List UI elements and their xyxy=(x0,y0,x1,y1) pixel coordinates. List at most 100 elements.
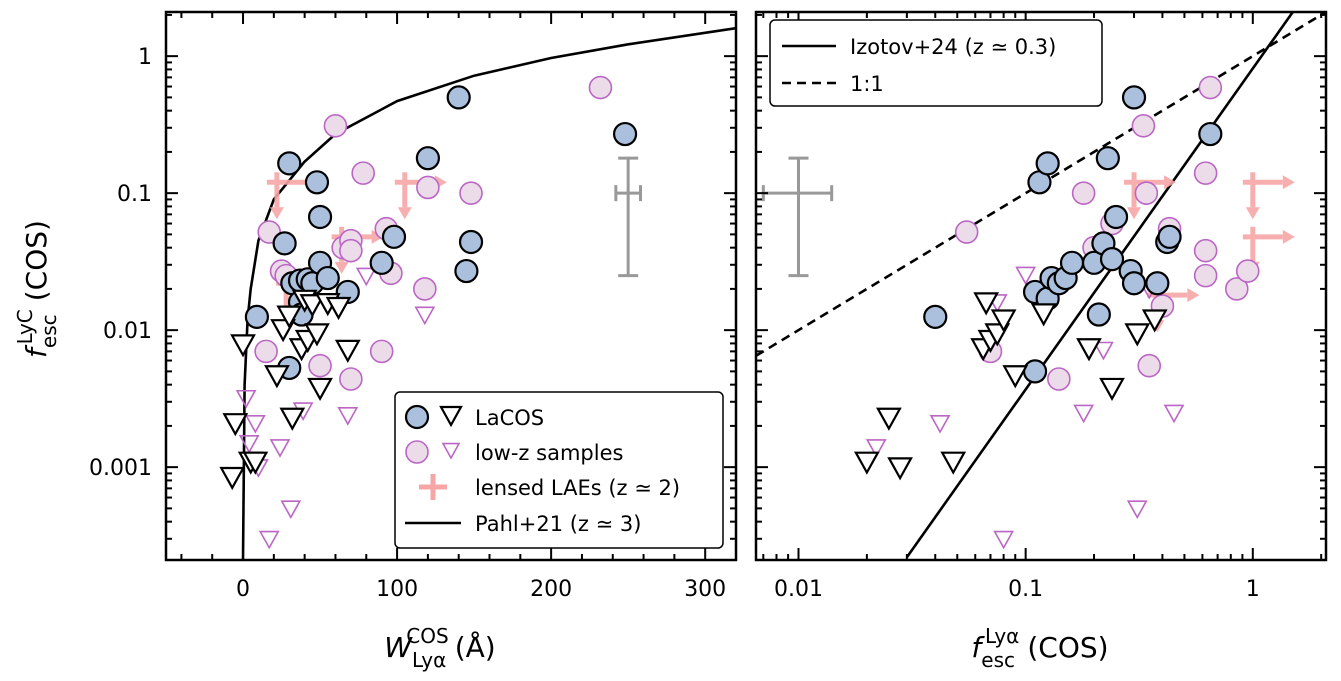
left-lowz-limit-5 xyxy=(269,439,291,458)
left-lensed-lae-2-arrow-down xyxy=(334,261,349,274)
right-lowz-limit-9 xyxy=(1163,404,1185,424)
left-lacos-limit-2 xyxy=(230,334,256,358)
svg-text:WLyαCOS(Å): WLyαCOS (Å) xyxy=(384,624,495,672)
right-lensed-lae-2-arrow-right xyxy=(1282,175,1295,190)
svg-text:fescLyα(COS): fescLyα (COS) xyxy=(971,624,1108,672)
right-curve-izotov24 xyxy=(905,12,1294,558)
x-axis-label-right-unit: (COS) xyxy=(1027,631,1108,664)
legend-lensed-cross xyxy=(419,474,447,500)
right-lacos-point-4 xyxy=(1035,151,1060,176)
right-lowz-limit-4 xyxy=(1015,266,1037,286)
y-axis-label-sup: LyC xyxy=(13,309,37,344)
right-legend-label-0: Izotov+24 (z ≃ 0.3) xyxy=(850,35,1056,59)
left-lensed-lae-2-arrow-right xyxy=(371,229,384,244)
left-lacos-point-12 xyxy=(307,204,333,230)
left-lowz-point-13 xyxy=(416,175,440,200)
left-lacos-point-2 xyxy=(277,151,302,176)
left-lowz-limit-2 xyxy=(244,414,266,434)
y-tick-label: 0.1 xyxy=(117,182,152,207)
right-lowz-point-11 xyxy=(1193,263,1218,288)
x-axis-label-left-unit: (Å) xyxy=(455,630,496,664)
right-lensed-lae-3-arrow-right xyxy=(1282,229,1295,244)
x-axis-label-left: WLyαCOS (Å) xyxy=(384,624,495,672)
left-lacos-limit-14 xyxy=(307,377,333,401)
left-lacos-limit-0 xyxy=(219,466,246,491)
right-lacos-limit-8 xyxy=(990,309,1017,333)
right-lacos-point-18 xyxy=(1121,85,1147,110)
right-lacos-limit-14 xyxy=(1141,309,1168,333)
right-lowz-limit-3 xyxy=(993,530,1014,550)
legend-label-3: Pahl+21 (z ≃ 3) xyxy=(475,512,641,536)
left-lowz-limit-4 xyxy=(258,530,280,550)
right-lensed-lae-2 xyxy=(1242,172,1295,220)
left-lowz-point-0 xyxy=(254,339,278,364)
left-lowz-point-15 xyxy=(588,75,613,100)
right-lensed-lae-2-arrow-down xyxy=(1245,207,1260,220)
left-lowz-limit-0 xyxy=(235,389,257,409)
y-axis-label-unit: (COS) xyxy=(20,220,53,301)
right-lacos-point-19 xyxy=(1145,271,1170,296)
left-lowz-limit-10 xyxy=(414,306,436,326)
left-lowz-point-7 xyxy=(339,238,363,263)
legend-label-1: low-z samples xyxy=(475,441,623,465)
right-lacos-point-11 xyxy=(1086,302,1111,327)
left-lowz-limit-1 xyxy=(238,435,260,454)
left-lacos-point-13 xyxy=(315,265,340,291)
right-lacos-point-9 xyxy=(1059,250,1085,275)
left-lacos-limit-7 xyxy=(276,305,303,329)
legend-lowz-triangle xyxy=(441,442,461,460)
right-lacos-limit-5 xyxy=(973,292,1000,316)
left-lacos-point-0 xyxy=(244,304,269,329)
right-lacos-point-1 xyxy=(1022,359,1048,384)
right-lowz-point-13 xyxy=(1193,238,1218,263)
x-axis-label-left-sup: COS xyxy=(406,624,448,648)
right-x-tick-label: 1 xyxy=(1246,577,1260,602)
left-lacos-point-20 xyxy=(458,229,484,255)
right-lowz-point-8 xyxy=(1137,353,1162,378)
left-lowz-point-4 xyxy=(323,114,348,138)
right-lensed-lae-0-arrow-down xyxy=(1127,207,1142,220)
right-lacos-point-13 xyxy=(1095,146,1120,171)
legend-lacos-triangle xyxy=(439,405,463,428)
left-lacos-limit-12 xyxy=(299,294,326,318)
right-lowz-limit-6 xyxy=(1093,341,1114,361)
right-x-tick-label: 0.1 xyxy=(1008,577,1043,602)
y-tick-label: 0.01 xyxy=(103,319,152,344)
right-lacos-limit-1 xyxy=(876,407,902,431)
right-lowz-point-3 xyxy=(1071,181,1096,205)
left-lacos-limit-4 xyxy=(242,451,269,475)
left-x-tick-label: 0 xyxy=(236,577,250,602)
right-lowz-point-6 xyxy=(1131,114,1156,138)
left-lacos-point-19 xyxy=(454,258,479,284)
right-lensed-lae-1-arrow-right xyxy=(1187,288,1200,303)
right-lacos-point-17 xyxy=(1121,271,1147,296)
left-x-tick-label: 300 xyxy=(684,577,726,602)
legend-label-0: LaCOS xyxy=(475,406,544,430)
legend-lacos-circle xyxy=(404,404,430,430)
left-lacos-limit-16 xyxy=(325,296,352,321)
left-x-tick-label: 100 xyxy=(376,577,418,602)
x-axis-label-left-sub: Lyα xyxy=(412,648,446,672)
right-lacos-limit-2 xyxy=(887,457,913,481)
y-tick-label: 0.001 xyxy=(89,456,152,481)
right-frame xyxy=(754,10,1328,562)
y-axis-label-sub: esc xyxy=(37,314,61,348)
right-lacos-point-0 xyxy=(923,304,948,329)
left-lacos-point-15 xyxy=(369,250,394,275)
legend-lowz-circle xyxy=(405,440,429,464)
x-axis-label-left-main: W xyxy=(384,631,413,664)
right-lowz-point-12 xyxy=(1193,161,1218,185)
left-lacos-point-10 xyxy=(304,170,330,195)
right-lowz-point-15 xyxy=(1224,277,1249,301)
right-lacos-limit-11 xyxy=(1076,338,1102,362)
right-lowz-point-16 xyxy=(1235,259,1260,283)
left-lowz-point-14 xyxy=(459,181,483,205)
left-lensed-lae-3-arrow-down xyxy=(397,207,412,220)
left-lowz-point-12 xyxy=(413,277,437,301)
right-lacos-point-14 xyxy=(1099,247,1125,272)
right-lacos-point-21 xyxy=(1157,224,1182,249)
right-median-errorbar xyxy=(761,156,834,278)
left-lacos-point-16 xyxy=(381,224,407,249)
left-lacos-point-21 xyxy=(612,121,638,147)
y-tick-label: 1 xyxy=(138,45,152,70)
